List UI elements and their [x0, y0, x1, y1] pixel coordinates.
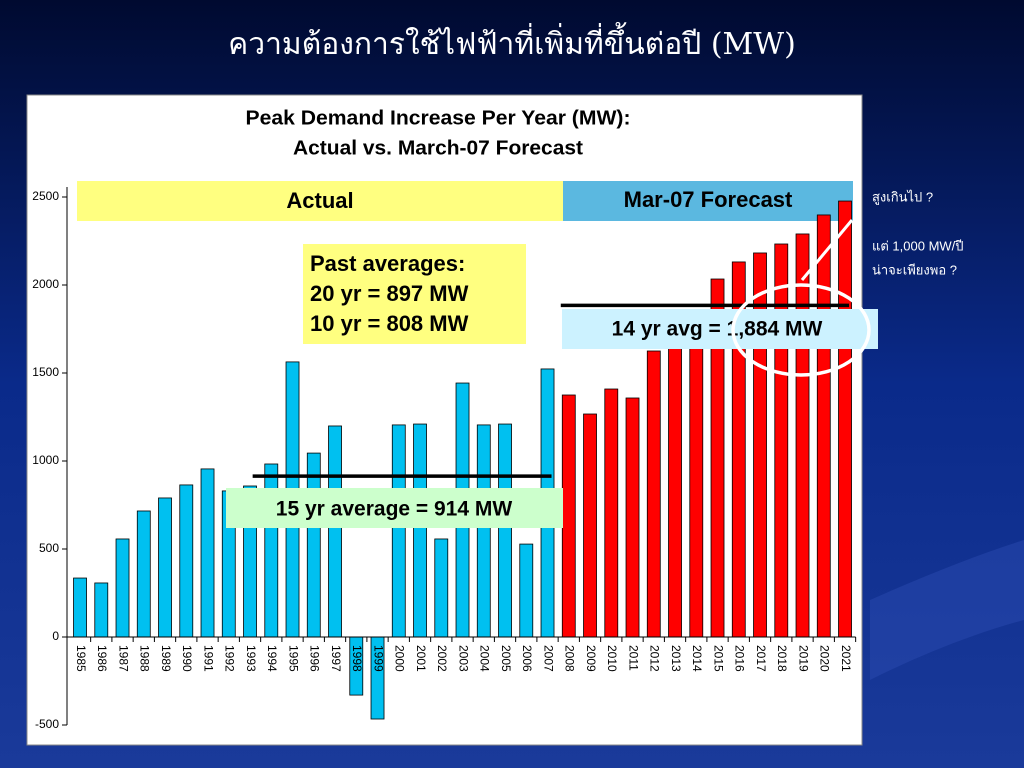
bar	[689, 313, 704, 638]
y-tick-label: 2000	[32, 277, 59, 291]
x-tick-label: 2016	[733, 645, 747, 672]
side-note: แต่ 1,000 MW/ปี	[872, 238, 964, 253]
bar	[328, 425, 342, 638]
x-tick-label: 2018	[775, 645, 789, 672]
x-tick-label: 2011	[626, 645, 640, 671]
x-tick-label: 2000	[393, 645, 407, 672]
bar	[519, 543, 534, 638]
bar	[774, 243, 789, 638]
x-tick-label: 1997	[329, 645, 343, 672]
bar	[476, 424, 491, 638]
x-tick-label: 2009	[584, 645, 598, 672]
y-tick-label: 1500	[32, 365, 59, 379]
x-tick-label: 1995	[286, 645, 300, 672]
legend-box	[77, 181, 563, 221]
legend-label: Mar-07 Forecast	[624, 187, 793, 212]
y-tick-label: 2500	[32, 189, 59, 203]
x-tick-label: 2019	[796, 645, 810, 672]
bar	[73, 577, 87, 638]
x-tick-label: 1991	[201, 645, 215, 672]
y-tick-label: 500	[39, 541, 59, 555]
x-tick-label: 1987	[116, 645, 130, 672]
x-tick-label: 1998	[350, 645, 364, 672]
x-tick-label: 2008	[563, 645, 577, 672]
x-tick-label: 2003	[456, 645, 470, 672]
bar	[816, 214, 831, 638]
bar	[115, 538, 130, 638]
bar	[179, 484, 194, 638]
chart-title: Peak Demand Increase Per Year (MW):	[246, 107, 631, 129]
bar	[583, 413, 597, 638]
x-tick-label: 1999	[371, 645, 385, 672]
x-tick-label: 2017	[754, 645, 768, 672]
x-tick-label: 2001	[414, 645, 428, 672]
annotation: Past averages:	[310, 251, 465, 276]
bar	[94, 582, 109, 638]
x-tick-label: 2002	[435, 645, 449, 672]
x-tick-label: 2021	[839, 645, 853, 672]
bar	[200, 468, 215, 638]
slide-title: ความต้องการใช้ไฟฟ้าที่เพิ่มที่ขึ้นต่อปี …	[228, 22, 796, 62]
legend-box	[563, 181, 853, 221]
annotation: 15 yr average = 914 MW	[276, 498, 513, 521]
annotation-box	[562, 309, 878, 349]
x-tick-label: 1996	[308, 645, 322, 672]
x-tick-label: 1992	[223, 645, 237, 672]
bar	[413, 423, 427, 638]
bar	[795, 233, 810, 638]
annotation: 20 yr = 897 MW	[310, 281, 469, 306]
chart-title: Actual vs. March-07 Forecast	[293, 137, 583, 159]
highlight	[731, 283, 871, 377]
y-tick-label: 1000	[32, 453, 59, 467]
y-tick-label: -500	[35, 717, 59, 731]
side-note: น่าจะเพียงพอ ?	[872, 262, 957, 277]
x-tick-label: 2004	[478, 645, 492, 672]
x-tick-label: 1994	[265, 645, 279, 672]
x-tick-label: 1993	[244, 645, 258, 672]
bar	[158, 497, 172, 638]
bar	[391, 424, 406, 638]
x-tick-label: 2015	[711, 645, 725, 672]
x-tick-label: 1989	[159, 645, 173, 672]
x-tick-label: 1986	[95, 645, 109, 672]
x-tick-label: 2006	[520, 645, 534, 672]
x-tick-label: 1985	[74, 645, 88, 672]
x-tick-label: 2005	[499, 645, 513, 672]
x-tick-label: 2014	[690, 645, 704, 672]
annotation-box	[303, 244, 526, 344]
x-tick-label: 2013	[669, 645, 683, 672]
bar	[838, 200, 852, 638]
annotation: 14 yr avg = 1,884 MW	[612, 318, 823, 341]
bar	[625, 397, 640, 638]
bar	[136, 510, 151, 638]
bar	[434, 538, 449, 638]
bar	[668, 335, 682, 638]
legend-label: Actual	[286, 188, 353, 213]
pointer	[800, 219, 854, 281]
y-tick-label: 0	[52, 629, 59, 643]
x-tick-label: 2012	[648, 645, 662, 672]
decor	[870, 540, 1024, 680]
x-tick-label: 1990	[180, 645, 194, 672]
x-tick-label: 2007	[541, 645, 555, 672]
bar	[498, 423, 512, 638]
annotation: 10 yr = 808 MW	[310, 311, 469, 336]
bar	[646, 350, 661, 638]
side-note: สูงเกินไป ?	[872, 189, 933, 205]
x-tick-label: 1988	[138, 645, 152, 672]
bar	[561, 394, 576, 638]
x-tick-label: 2010	[605, 645, 619, 672]
bar	[604, 388, 619, 638]
x-tick-label: 2020	[818, 645, 832, 672]
annotation-box	[226, 488, 563, 528]
bar	[306, 452, 321, 638]
